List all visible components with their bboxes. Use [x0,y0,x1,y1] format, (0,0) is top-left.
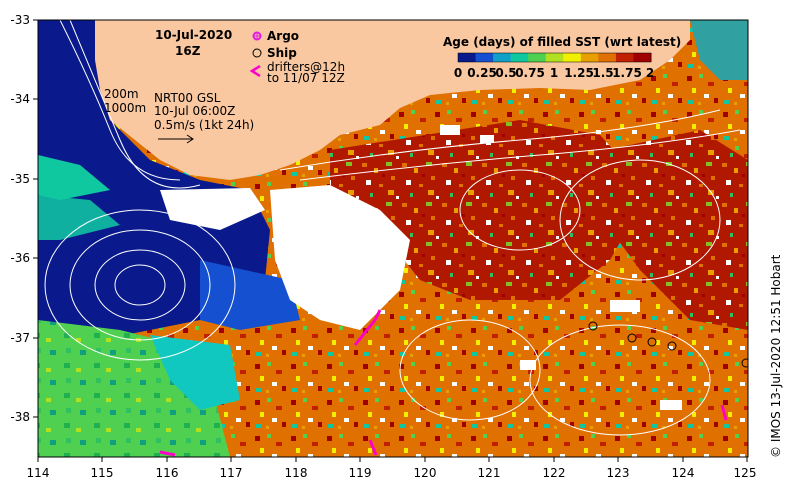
velocity-scale-label: 0.5m/s (1kt 24h) [154,118,254,132]
axis-tick-marks [33,19,748,462]
colorbar-tick: 0.25 [467,66,497,80]
lat-tick-label: -36 [10,251,30,265]
colorbar-swatch [580,53,599,62]
ship-label: Ship [267,46,297,60]
colorbar-tick: 0 [454,66,462,80]
mid-blue-region [200,260,300,330]
drifter-track [353,309,382,346]
lon-tick-label: 121 [478,466,501,480]
argo-icon [252,31,262,41]
colorbar-swatch [475,53,494,62]
colorbar-title: Age (days) of filled SST (wrt latest) [443,35,681,49]
colorbar-swatch [598,53,617,62]
lon-tick-label: 119 [349,466,372,480]
lon-tick-label: 122 [543,466,566,480]
lon-tick-label: 123 [607,466,630,480]
drifters-label-2: to 11/07 12Z [267,71,345,85]
colorbar-tick: 1 [550,66,558,80]
teal-band [38,195,120,240]
cyan-region [150,335,240,410]
colorbar-swatch [458,53,477,62]
map-hour: 16Z [175,44,201,58]
colorbar-swatch [528,53,547,62]
product-name: NRT00 GSL [154,91,221,105]
colorbar-swatches [458,53,652,62]
colorbar-swatch [510,53,529,62]
lon-tick-label: 115 [91,466,114,480]
argo-label: Argo [267,29,299,43]
colorbar-swatch [493,53,512,62]
lon-tick-label: 116 [156,466,179,480]
product-time: 10-Jul 06:00Z [154,104,235,118]
drifter-track-3 [159,450,176,457]
colorbar-swatch [633,53,652,62]
contour-200m-label: 200m [104,87,139,101]
drifters-label-1: drifters@12h [267,60,345,74]
lon-tick-labels: 114 115 116 117 118 119 120 121 122 123 … [27,466,757,480]
ship-markers [588,321,748,368]
dark-red-region-2 [560,130,748,330]
colorbar-swatch [545,53,564,62]
lon-tick-label: 117 [220,466,243,480]
lon-tick-label: 125 [734,466,757,480]
colorbar-tick: 1.75 [612,66,642,80]
deep-ocean-blue [38,20,270,340]
colorbar-tick: 1.25 [564,66,594,80]
lat-tick-label: -33 [10,13,30,27]
lat-tick-label: -35 [10,172,30,186]
lat-tick-label: -38 [10,410,30,424]
lat-tick-label: -34 [10,92,30,106]
lon-tick-label: 120 [414,466,437,480]
drifter-track-2 [368,439,378,456]
colorbar-swatch [615,53,634,62]
credit-text: © IMOS 13-Jul-2020 12:51 Hobart [769,254,783,458]
lon-tick-label: 118 [285,466,308,480]
plot-frame [37,19,749,458]
cloud-gap-1 [270,185,410,330]
lat-tick-labels: -33 -34 -35 -36 -37 -38 [10,13,30,424]
colorbar-frame [457,52,652,63]
lon-tick-label: 114 [27,466,50,480]
map-date: 10-Jul-2020 [155,28,232,42]
lat-tick-label: -37 [10,331,30,345]
drifter-icon [249,64,261,78]
colorbar-tick: 0.5 [495,66,516,80]
teal-band-2 [38,155,110,200]
colorbar-tick: 1.5 [592,66,613,80]
contours [44,20,741,436]
plot-area [38,20,748,457]
velocity-scale-arrow [158,134,194,144]
lon-tick-label: 124 [672,466,695,480]
marker-legend: Argo Ship drifters@12h to 11/07 12Z [249,29,345,85]
colorbar-swatch [563,53,582,62]
contour-1000m-label: 1000m [104,101,146,115]
colorbar: Age (days) of filled SST (wrt latest) 0 … [443,35,681,80]
drifter-track-4 [720,404,728,421]
colorbar-tick: 0.75 [515,66,545,80]
colorbar-tick: 2 [646,66,654,80]
east-strip [690,20,748,80]
ship-icon [252,48,262,58]
